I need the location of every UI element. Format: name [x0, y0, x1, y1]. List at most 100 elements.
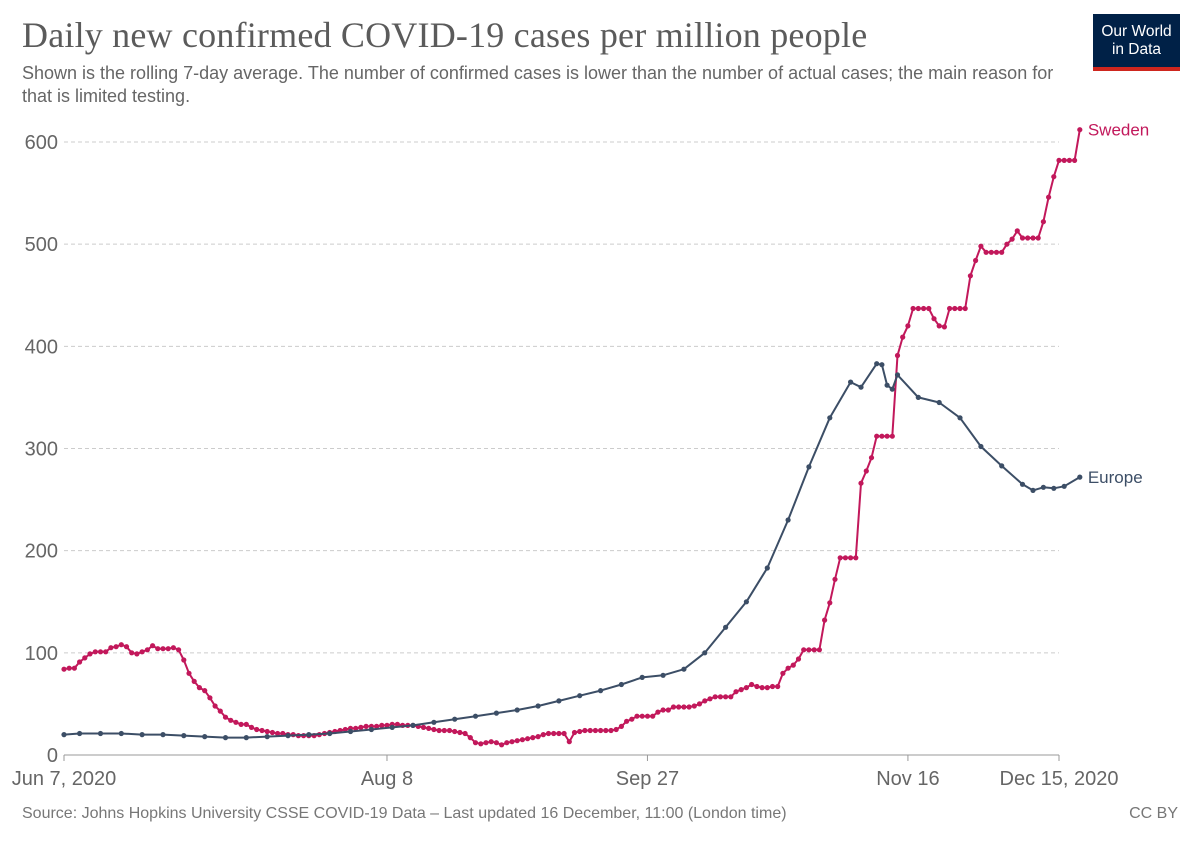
- europe-point[interactable]: [889, 386, 895, 392]
- sweden-point[interactable]: [962, 305, 968, 312]
- sweden-point[interactable]: [374, 723, 380, 730]
- sweden-point[interactable]: [103, 649, 109, 655]
- sweden-point[interactable]: [681, 704, 687, 710]
- sweden-point[interactable]: [212, 703, 218, 709]
- sweden-point[interactable]: [129, 650, 135, 656]
- europe-point[interactable]: [1061, 483, 1067, 489]
- sweden-point[interactable]: [1009, 236, 1015, 242]
- sweden-point[interactable]: [957, 305, 963, 312]
- sweden-point[interactable]: [603, 727, 609, 734]
- sweden-point[interactable]: [1004, 241, 1010, 247]
- sweden-point[interactable]: [952, 305, 958, 312]
- europe-point[interactable]: [264, 734, 270, 740]
- sweden-point[interactable]: [342, 726, 348, 733]
- sweden-point[interactable]: [509, 739, 515, 745]
- sweden-point[interactable]: [1066, 157, 1072, 163]
- sweden-point[interactable]: [191, 678, 197, 685]
- sweden-point[interactable]: [483, 740, 489, 746]
- sweden-line[interactable]: [63, 129, 1081, 746]
- sweden-point[interactable]: [769, 683, 776, 690]
- europe-point[interactable]: [874, 361, 880, 367]
- europe-point[interactable]: [764, 565, 770, 571]
- europe-point[interactable]: [827, 415, 833, 421]
- sweden-point[interactable]: [884, 433, 890, 439]
- sweden-point[interactable]: [353, 725, 359, 732]
- sweden-point[interactable]: [551, 730, 557, 737]
- sweden-point[interactable]: [431, 726, 437, 733]
- europe-point[interactable]: [1040, 484, 1046, 490]
- sweden-point[interactable]: [264, 728, 270, 735]
- sweden-point[interactable]: [999, 249, 1005, 255]
- sweden-point[interactable]: [222, 714, 229, 720]
- sweden-point[interactable]: [394, 721, 400, 728]
- sweden-point[interactable]: [910, 305, 916, 312]
- sweden-point[interactable]: [248, 724, 255, 731]
- sweden-point[interactable]: [816, 647, 823, 653]
- sweden-point[interactable]: [759, 685, 765, 691]
- europe-point[interactable]: [243, 735, 249, 741]
- sweden-point[interactable]: [879, 433, 885, 439]
- sweden-point[interactable]: [1046, 194, 1052, 200]
- sweden-point[interactable]: [207, 695, 213, 701]
- sweden-point[interactable]: [702, 698, 708, 704]
- sweden-point[interactable]: [384, 722, 390, 729]
- sweden-point[interactable]: [504, 740, 510, 746]
- sweden-point[interactable]: [936, 323, 942, 329]
- sweden-point[interactable]: [1077, 127, 1083, 133]
- europe-point[interactable]: [410, 722, 416, 729]
- sweden-point[interactable]: [983, 249, 989, 255]
- sweden-point[interactable]: [686, 704, 692, 710]
- europe-point[interactable]: [915, 394, 921, 400]
- sweden-point[interactable]: [660, 707, 666, 713]
- europe-point[interactable]: [514, 707, 520, 713]
- europe-point[interactable]: [222, 735, 229, 741]
- europe-point[interactable]: [577, 693, 583, 699]
- europe-point[interactable]: [389, 724, 395, 731]
- sweden-point[interactable]: [472, 740, 479, 746]
- sweden-point[interactable]: [926, 305, 932, 312]
- license-link[interactable]: CC BY: [1129, 805, 1178, 822]
- sweden-point[interactable]: [514, 738, 520, 744]
- sweden-point[interactable]: [519, 737, 526, 743]
- sweden-point[interactable]: [446, 727, 453, 734]
- europe-point[interactable]: [743, 599, 750, 605]
- sweden-point[interactable]: [243, 721, 249, 728]
- sweden-point[interactable]: [196, 685, 202, 691]
- europe-point[interactable]: [618, 681, 625, 688]
- sweden-point[interactable]: [1030, 235, 1036, 241]
- sweden-point[interactable]: [499, 742, 505, 748]
- sweden-point[interactable]: [87, 651, 93, 657]
- europe-point[interactable]: [879, 362, 885, 368]
- europe-point[interactable]: [139, 732, 145, 738]
- sweden-point[interactable]: [478, 741, 484, 747]
- sweden-point[interactable]: [556, 730, 562, 737]
- europe-point[interactable]: [285, 733, 291, 739]
- europe-point[interactable]: [1051, 485, 1057, 491]
- sweden-point[interactable]: [874, 433, 880, 439]
- sweden-point[interactable]: [363, 723, 369, 730]
- europe-point[interactable]: [181, 733, 187, 739]
- sweden-point[interactable]: [1072, 157, 1078, 163]
- sweden-point[interactable]: [441, 727, 447, 734]
- sweden-point[interactable]: [165, 646, 171, 652]
- sweden-point[interactable]: [66, 665, 72, 671]
- sweden-point[interactable]: [1061, 157, 1067, 163]
- sweden-point[interactable]: [1051, 174, 1057, 180]
- europe-point[interactable]: [1077, 474, 1083, 480]
- owid-logo[interactable]: Our World in Data: [1093, 14, 1180, 71]
- sweden-point[interactable]: [863, 468, 869, 474]
- sweden-point[interactable]: [1025, 235, 1031, 241]
- source-note[interactable]: Source: Johns Hopkins University CSSE CO…: [22, 805, 787, 822]
- sweden-point[interactable]: [634, 713, 640, 719]
- europe-point[interactable]: [306, 732, 312, 738]
- sweden-point[interactable]: [691, 703, 697, 709]
- sweden-point[interactable]: [822, 617, 828, 623]
- sweden-point[interactable]: [905, 323, 911, 329]
- sweden-series-label[interactable]: Sweden: [1088, 121, 1149, 140]
- sweden-point[interactable]: [1014, 228, 1020, 234]
- sweden-point[interactable]: [837, 555, 843, 561]
- sweden-point[interactable]: [775, 683, 781, 690]
- europe-point[interactable]: [160, 732, 166, 738]
- sweden-point[interactable]: [170, 645, 176, 651]
- sweden-point[interactable]: [97, 649, 104, 655]
